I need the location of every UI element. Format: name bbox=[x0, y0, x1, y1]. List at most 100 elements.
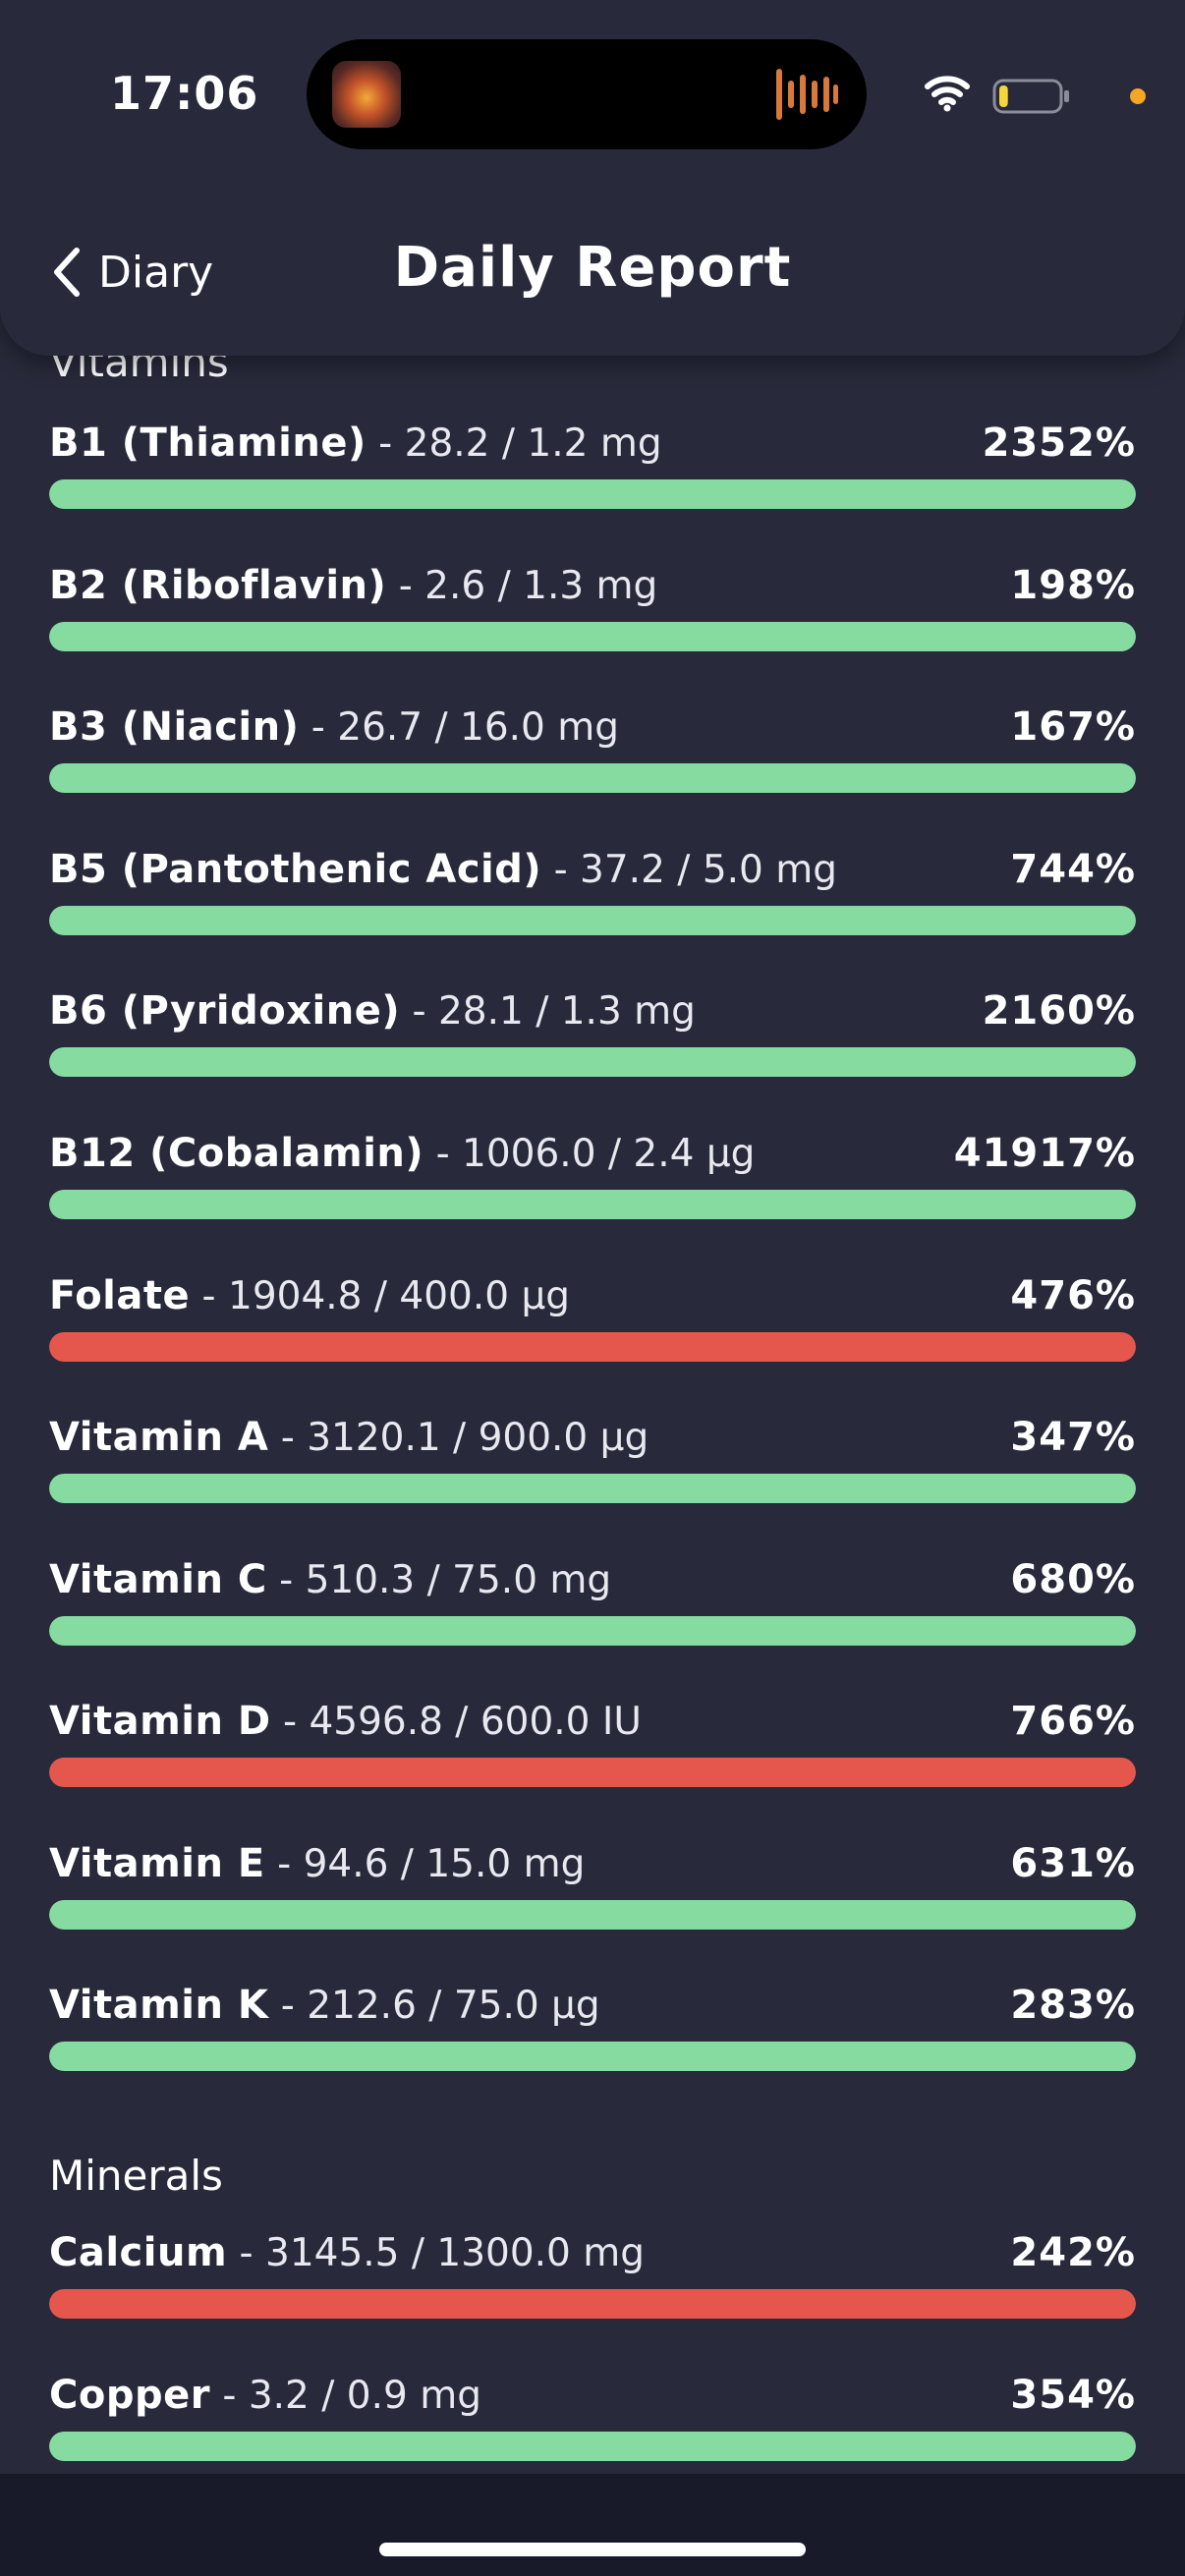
nutrient-label: B3 (Niacin) - 26.7 / 16.0 mg bbox=[49, 704, 1136, 754]
section-header-minerals: Minerals bbox=[49, 2152, 223, 2200]
nutrient-label: Folate - 1904.8 / 400.0 µg bbox=[49, 1273, 1136, 1322]
back-button[interactable]: Diary bbox=[47, 240, 213, 305]
nutrient-amount: - 37.2 / 5.0 mg bbox=[541, 848, 837, 892]
progress-bar-fill bbox=[49, 763, 1136, 793]
report-scroll-view[interactable]: Vitamins B1 (Thiamine) - 28.2 / 1.2 mg 23… bbox=[0, 0, 1185, 2474]
nutrient-row: Vitamin D - 4596.8 / 600.0 IU 766% bbox=[49, 1699, 1136, 1797]
progress-bar-fill bbox=[49, 1616, 1136, 1646]
progress-bar bbox=[49, 1047, 1136, 1077]
audio-waveform-icon bbox=[776, 69, 838, 120]
nutrient-percent: 2160% bbox=[982, 988, 1136, 1034]
progress-bar bbox=[49, 1474, 1136, 1503]
progress-bar-fill bbox=[49, 1190, 1136, 1219]
nutrient-label: Vitamin K - 212.6 / 75.0 µg bbox=[49, 1983, 1136, 2032]
nutrient-amount: - 94.6 / 15.0 mg bbox=[264, 1842, 586, 1886]
dynamic-island[interactable] bbox=[307, 39, 867, 149]
nutrient-label: Copper - 3.2 / 0.9 mg bbox=[49, 2373, 1136, 2422]
nutrient-row: Calcium - 3145.5 / 1300.0 mg 242% bbox=[49, 2230, 1136, 2328]
nutrient-amount: - 4596.8 / 600.0 IU bbox=[270, 1700, 642, 1744]
nutrient-percent: 680% bbox=[1010, 1557, 1136, 1602]
progress-bar bbox=[49, 2042, 1136, 2071]
nutrient-percent: 41917% bbox=[953, 1131, 1136, 1176]
progress-bar-fill bbox=[49, 1758, 1136, 1787]
nutrient-name: B5 (Pantothenic Acid) bbox=[49, 847, 542, 892]
nutrient-percent: 2352% bbox=[982, 420, 1136, 466]
nutrient-amount: - 510.3 / 75.0 mg bbox=[266, 1558, 612, 1602]
nutrient-amount: - 3.2 / 0.9 mg bbox=[209, 2374, 481, 2418]
status-time: 17:06 bbox=[110, 67, 259, 120]
nutrient-percent: 198% bbox=[1010, 563, 1136, 608]
nutrient-name: B1 (Thiamine) bbox=[49, 420, 367, 466]
nutrient-row: B3 (Niacin) - 26.7 / 16.0 mg 167% bbox=[49, 704, 1136, 803]
nutrient-name: B12 (Cobalamin) bbox=[49, 1131, 424, 1176]
nutrient-row: Vitamin C - 510.3 / 75.0 mg 680% bbox=[49, 1557, 1136, 1655]
nutrient-name: Vitamin A bbox=[49, 1415, 269, 1460]
nutrient-row: B2 (Riboflavin) - 2.6 / 1.3 mg 198% bbox=[49, 563, 1136, 661]
nutrient-name: Folate bbox=[49, 1273, 191, 1318]
nutrient-row: Copper - 3.2 / 0.9 mg 354% bbox=[49, 2373, 1136, 2471]
battery-icon bbox=[992, 79, 1069, 114]
nutrient-percent: 283% bbox=[1010, 1983, 1136, 2028]
nutrient-percent: 167% bbox=[1010, 704, 1136, 750]
nutrient-label: B1 (Thiamine) - 28.2 / 1.2 mg bbox=[49, 420, 1136, 470]
page-title: Daily Report bbox=[393, 236, 792, 300]
nutrient-label: Calcium - 3145.5 / 1300.0 mg bbox=[49, 2230, 1136, 2279]
progress-bar bbox=[49, 2289, 1136, 2319]
progress-bar-fill bbox=[49, 2289, 1136, 2319]
wifi-icon bbox=[925, 76, 970, 112]
nutrient-percent: 347% bbox=[1010, 1415, 1136, 1460]
nutrient-label: B5 (Pantothenic Acid) - 37.2 / 5.0 mg bbox=[49, 847, 1136, 896]
nutrient-amount: - 2.6 / 1.3 mg bbox=[386, 564, 658, 608]
progress-bar-fill bbox=[49, 479, 1136, 509]
home-indicator[interactable] bbox=[379, 2543, 806, 2556]
nutrient-row: B6 (Pyridoxine) - 28.1 / 1.3 mg 2160% bbox=[49, 988, 1136, 1087]
nutrient-percent: 631% bbox=[1010, 1841, 1136, 1886]
nutrient-amount: - 212.6 / 75.0 µg bbox=[268, 1984, 600, 2028]
progress-bar bbox=[49, 1616, 1136, 1646]
nutrient-amount: - 1006.0 / 2.4 µg bbox=[423, 1132, 756, 1176]
nutrient-row: Vitamin A - 3120.1 / 900.0 µg 347% bbox=[49, 1415, 1136, 1513]
progress-bar-fill bbox=[49, 1474, 1136, 1503]
progress-bar bbox=[49, 906, 1136, 935]
privacy-indicator-dot bbox=[1130, 88, 1146, 104]
nutrient-name: B2 (Riboflavin) bbox=[49, 563, 387, 608]
nutrient-name: Vitamin K bbox=[49, 1983, 269, 2028]
nutrient-name: Vitamin E bbox=[49, 1841, 265, 1886]
nutrient-percent: 354% bbox=[1010, 2373, 1136, 2418]
progress-bar-fill bbox=[49, 1332, 1136, 1362]
nutrient-amount: - 1904.8 / 400.0 µg bbox=[190, 1274, 571, 1318]
nutrient-name: Calcium bbox=[49, 2230, 228, 2275]
nutrient-row: Vitamin K - 212.6 / 75.0 µg 283% bbox=[49, 1983, 1136, 2081]
now-playing-artwork bbox=[332, 61, 401, 128]
nutrient-label: Vitamin A - 3120.1 / 900.0 µg bbox=[49, 1415, 1136, 1464]
progress-bar-fill bbox=[49, 1047, 1136, 1077]
progress-bar-fill bbox=[49, 2432, 1136, 2461]
nutrient-row: Vitamin E - 94.6 / 15.0 mg 631% bbox=[49, 1841, 1136, 1939]
nutrient-name: Copper bbox=[49, 2373, 210, 2418]
progress-bar-fill bbox=[49, 906, 1136, 935]
progress-bar-fill bbox=[49, 2042, 1136, 2071]
nutrient-percent: 766% bbox=[1010, 1699, 1136, 1744]
nutrient-name: B6 (Pyridoxine) bbox=[49, 988, 401, 1034]
progress-bar bbox=[49, 1190, 1136, 1219]
progress-bar bbox=[49, 1900, 1136, 1930]
nutrient-label: Vitamin D - 4596.8 / 600.0 IU bbox=[49, 1699, 1136, 1748]
nutrient-row: Folate - 1904.8 / 400.0 µg 476% bbox=[49, 1273, 1136, 1372]
nutrient-percent: 744% bbox=[1010, 847, 1136, 892]
nutrient-amount: - 3145.5 / 1300.0 mg bbox=[227, 2231, 646, 2275]
nutrient-row: B5 (Pantothenic Acid) - 37.2 / 5.0 mg 744… bbox=[49, 847, 1136, 945]
nutrient-row: B1 (Thiamine) - 28.2 / 1.2 mg 2352% bbox=[49, 420, 1136, 519]
progress-bar bbox=[49, 1332, 1136, 1362]
nutrient-row: B12 (Cobalamin) - 1006.0 / 2.4 µg 41917% bbox=[49, 1131, 1136, 1229]
progress-bar bbox=[49, 763, 1136, 793]
nutrient-amount: - 26.7 / 16.0 mg bbox=[299, 705, 620, 750]
nutrient-name: Vitamin C bbox=[49, 1557, 267, 1602]
nutrient-name: B3 (Niacin) bbox=[49, 704, 300, 750]
progress-bar bbox=[49, 2432, 1136, 2461]
progress-bar bbox=[49, 622, 1136, 651]
bottom-safe-area bbox=[0, 2474, 1185, 2576]
progress-bar-fill bbox=[49, 622, 1136, 651]
nutrient-percent: 476% bbox=[1010, 1273, 1136, 1318]
nutrient-amount: - 3120.1 / 900.0 µg bbox=[268, 1416, 649, 1460]
navigation-bar: 17:06 Dia bbox=[0, 0, 1185, 356]
